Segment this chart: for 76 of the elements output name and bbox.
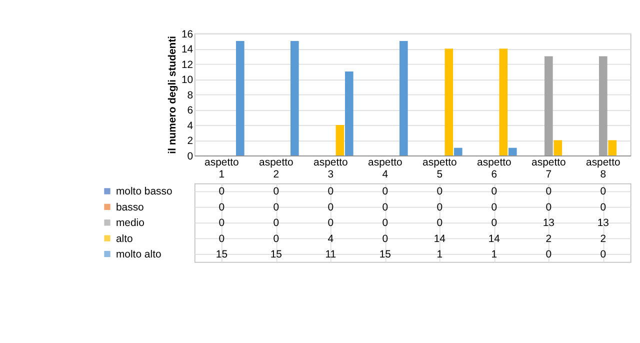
- data-label: 0: [546, 186, 552, 198]
- data-label: 15: [270, 249, 282, 260]
- bar: [290, 41, 299, 156]
- data-label: 1: [491, 249, 498, 260]
- x-tick-label: aspetto 8: [586, 157, 620, 181]
- legend-label: molto basso: [116, 186, 173, 198]
- data-label: 0: [600, 249, 606, 260]
- y-tick-label: 16: [181, 29, 194, 40]
- data-label: 13: [597, 218, 610, 230]
- bar: [454, 148, 462, 156]
- data-label: 0: [436, 202, 443, 214]
- data-label: 0: [218, 234, 225, 245]
- x-tick-label: aspetto 1: [204, 157, 240, 181]
- bar: [544, 56, 553, 156]
- data-label: 0: [491, 218, 498, 230]
- data-label: 0: [546, 249, 552, 260]
- legend-label: basso: [116, 202, 144, 214]
- bar: [599, 56, 608, 156]
- legend-label: medio: [116, 218, 145, 230]
- data-label: 0: [600, 202, 606, 214]
- data-label: 0: [491, 186, 498, 198]
- data-label: 2: [600, 234, 606, 245]
- bar: [236, 41, 244, 156]
- data-label: 0: [218, 202, 225, 214]
- y-tick-label: 12: [181, 60, 194, 71]
- y-axis-title: il numero degli studenti: [167, 36, 178, 154]
- legend-label: alto: [116, 234, 134, 245]
- data-label: 0: [382, 202, 388, 214]
- data-label: 0: [382, 234, 388, 245]
- x-tick-label: aspetto 3: [314, 157, 348, 181]
- data-label: 0: [218, 218, 225, 230]
- data-label: 14: [434, 234, 446, 245]
- data-label: 0: [273, 218, 280, 230]
- y-tick-label: 0: [187, 151, 194, 162]
- bar: [399, 41, 408, 156]
- data-label: 0: [218, 186, 225, 198]
- data-label: 1: [436, 249, 443, 260]
- bar: [336, 124, 344, 156]
- x-tick-label: aspetto 2: [259, 157, 294, 181]
- data-label: 0: [328, 202, 334, 214]
- data-label: 0: [382, 186, 388, 198]
- data-label: 4: [328, 234, 334, 245]
- data-label: 0: [600, 186, 606, 198]
- x-tick-label: aspetto 6: [477, 157, 512, 181]
- x-tick-label: aspetto 4: [368, 157, 403, 181]
- y-tick-label: 8: [187, 90, 194, 102]
- data-label: 15: [379, 249, 392, 260]
- data-label: 0: [273, 186, 280, 198]
- data-label: 0: [273, 202, 280, 214]
- data-label: 0: [546, 202, 552, 214]
- bar: [554, 140, 562, 156]
- data-label: 0: [328, 186, 334, 198]
- bar: [499, 48, 508, 156]
- bar: [608, 140, 617, 156]
- data-label: 15: [216, 249, 228, 260]
- y-tick-label: 14: [181, 44, 194, 56]
- data-label: 0: [491, 202, 498, 214]
- x-tick-label: aspetto 7: [532, 157, 566, 181]
- y-tick-label: 4: [187, 120, 194, 132]
- bar: [444, 48, 454, 156]
- bar: [345, 72, 354, 156]
- data-label: 0: [436, 218, 443, 230]
- y-tick-label: 10: [181, 75, 194, 86]
- data-label: 14: [488, 234, 500, 245]
- data-label: 0: [436, 186, 443, 198]
- data-label: 0: [328, 218, 334, 230]
- data-label: 0: [273, 234, 280, 245]
- y-tick-label: 6: [187, 106, 194, 117]
- legend-label: molto alto: [116, 249, 162, 260]
- data-label: 2: [546, 234, 552, 245]
- y-tick-label: 2: [187, 136, 194, 148]
- data-label: 0: [382, 218, 388, 230]
- x-tick-label: aspetto 5: [422, 157, 457, 181]
- bar: [508, 148, 517, 156]
- data-label: 11: [325, 249, 336, 260]
- data-label: 13: [542, 218, 555, 230]
